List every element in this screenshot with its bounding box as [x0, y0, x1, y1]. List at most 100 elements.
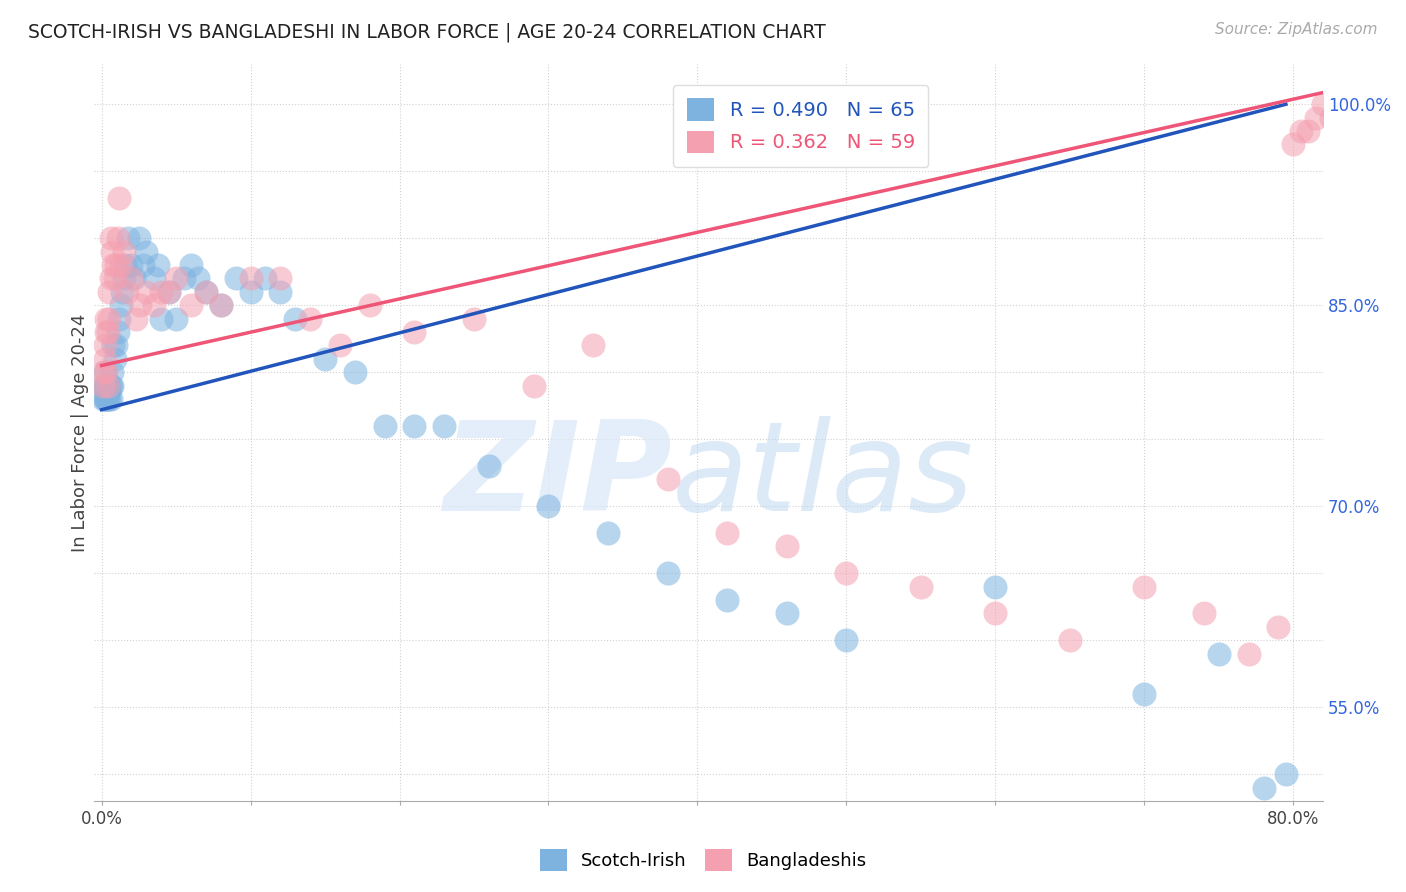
Point	[582, 338, 605, 352]
Point	[776, 540, 799, 554]
Point	[96, 325, 118, 339]
Point	[835, 633, 858, 648]
Point	[209, 298, 232, 312]
Point	[101, 378, 124, 392]
Point	[98, 378, 121, 392]
Point	[239, 271, 262, 285]
Point	[157, 285, 180, 299]
Point	[716, 525, 738, 540]
Point	[173, 271, 195, 285]
Point	[94, 392, 117, 406]
Point	[984, 607, 1007, 621]
Point	[433, 418, 456, 433]
Point	[1133, 687, 1156, 701]
Point	[716, 593, 738, 607]
Point	[1192, 607, 1215, 621]
Point	[105, 258, 128, 272]
Point	[94, 392, 117, 406]
Point	[1208, 647, 1230, 661]
Point	[96, 385, 118, 400]
Point	[104, 271, 127, 285]
Point	[142, 271, 165, 285]
Point	[596, 525, 619, 540]
Point	[110, 298, 132, 312]
Point	[115, 285, 138, 299]
Point	[180, 258, 202, 272]
Point	[157, 285, 180, 299]
Point	[165, 271, 187, 285]
Point	[117, 231, 139, 245]
Point	[100, 271, 122, 285]
Point	[165, 311, 187, 326]
Point	[284, 311, 307, 326]
Point	[120, 258, 142, 272]
Point	[94, 378, 117, 392]
Point	[135, 244, 157, 259]
Point	[150, 285, 173, 299]
Point	[1133, 580, 1156, 594]
Point	[120, 271, 142, 285]
Text: atlas: atlas	[672, 417, 974, 537]
Point	[463, 311, 485, 326]
Point	[91, 392, 114, 406]
Point	[104, 351, 127, 366]
Point	[1289, 124, 1312, 138]
Point	[103, 338, 125, 352]
Point	[984, 580, 1007, 594]
Text: ZIP: ZIP	[443, 417, 672, 537]
Point	[91, 378, 114, 392]
Point	[96, 378, 118, 392]
Point	[93, 338, 115, 352]
Point	[103, 258, 125, 272]
Point	[93, 365, 115, 379]
Legend: R = 0.490   N = 65, R = 0.362   N = 59: R = 0.490 N = 65, R = 0.362 N = 59	[673, 85, 928, 167]
Point	[105, 338, 128, 352]
Point	[314, 351, 336, 366]
Point	[404, 325, 426, 339]
Point	[1312, 97, 1334, 112]
Point	[112, 271, 135, 285]
Point	[225, 271, 247, 285]
Text: SCOTCH-IRISH VS BANGLADESHI IN LABOR FORCE | AGE 20-24 CORRELATION CHART: SCOTCH-IRISH VS BANGLADESHI IN LABOR FOR…	[28, 22, 825, 42]
Point	[254, 271, 277, 285]
Point	[98, 392, 121, 406]
Point	[1296, 124, 1319, 138]
Point	[128, 231, 150, 245]
Point	[125, 311, 148, 326]
Point	[1319, 111, 1341, 125]
Y-axis label: In Labor Force | Age 20-24: In Labor Force | Age 20-24	[72, 313, 89, 551]
Point	[359, 298, 381, 312]
Point	[108, 311, 131, 326]
Point	[537, 499, 560, 513]
Point	[299, 311, 322, 326]
Point	[108, 191, 131, 205]
Point	[239, 285, 262, 299]
Point	[114, 258, 136, 272]
Point	[135, 285, 157, 299]
Point	[110, 258, 132, 272]
Point	[107, 231, 129, 245]
Point	[835, 566, 858, 581]
Point	[657, 472, 679, 486]
Point	[1253, 780, 1275, 795]
Point	[91, 378, 114, 392]
Point	[132, 258, 155, 272]
Point	[150, 311, 173, 326]
Point	[329, 338, 352, 352]
Point	[94, 365, 117, 379]
Point	[374, 418, 396, 433]
Point	[93, 351, 115, 366]
Point	[1282, 137, 1305, 152]
Point	[94, 325, 117, 339]
Point	[148, 258, 170, 272]
Point	[124, 271, 146, 285]
Point	[107, 325, 129, 339]
Point	[93, 378, 115, 392]
Point	[209, 298, 232, 312]
Point	[194, 285, 217, 299]
Point	[478, 458, 501, 473]
Point	[93, 392, 115, 406]
Point	[1267, 620, 1289, 634]
Point	[100, 231, 122, 245]
Text: Source: ZipAtlas.com: Source: ZipAtlas.com	[1215, 22, 1378, 37]
